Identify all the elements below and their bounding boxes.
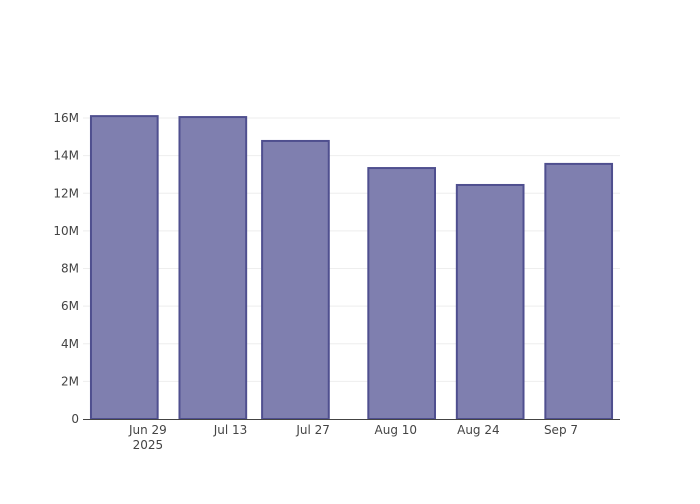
y-tick-label: 2M xyxy=(61,374,79,388)
x-tick-label: Jul 13 xyxy=(213,423,248,437)
y-tick-label: 16M xyxy=(53,111,79,125)
bar xyxy=(367,167,437,420)
gridlines xyxy=(83,117,620,382)
y-tick-label: 10M xyxy=(53,224,79,238)
y-tick-label: 14M xyxy=(53,149,79,163)
y-tick-label: 6M xyxy=(61,299,79,313)
x-tick-label: Jul 27 xyxy=(295,423,330,437)
bar xyxy=(544,162,614,420)
y-ticks: 0 2M 4M 6M 8M 10M 12M 14M 16M xyxy=(53,111,79,426)
x-tick-label: Sep 7 xyxy=(544,423,578,437)
bar xyxy=(178,116,248,420)
y-tick-label: 8M xyxy=(61,262,79,276)
bar xyxy=(455,183,525,420)
y-tick-label: 4M xyxy=(61,337,79,351)
bars xyxy=(89,115,614,421)
bar xyxy=(261,139,330,420)
y-tick-label: 12M xyxy=(53,186,79,200)
x-tick-label: Aug 24 xyxy=(457,423,500,437)
x-ticks: Jun 29 Jul 13 Jul 27 Aug 10 Aug 24 Sep 7 xyxy=(128,423,578,437)
x-tick-year-label: 2025 xyxy=(133,438,164,452)
bar xyxy=(89,115,159,421)
y-tick-label: 0 xyxy=(71,412,79,426)
x-tick-label: Jun 29 xyxy=(128,423,167,437)
x-tick-label: Aug 10 xyxy=(375,423,418,437)
